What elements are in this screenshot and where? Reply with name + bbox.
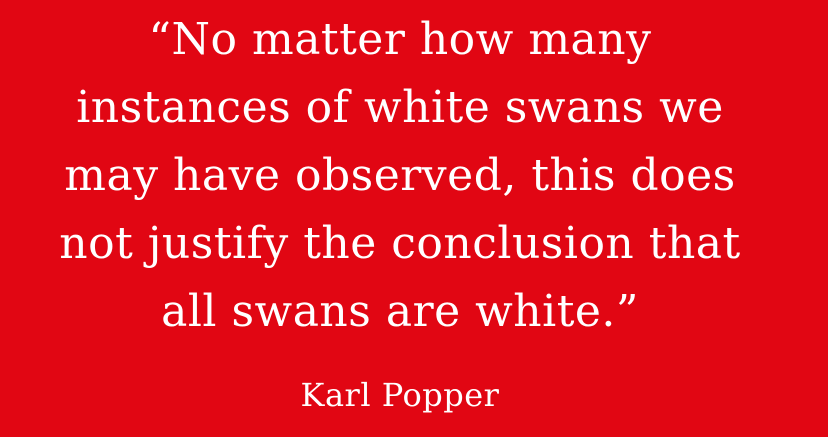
quote-line: all swans are white.” — [161, 286, 639, 337]
quote-line: not justify the conclusion that — [59, 218, 741, 269]
quote-text: “No matter how many instances of white s… — [0, 6, 800, 346]
quote-line: instances of white swans we — [76, 82, 724, 133]
quote-line: “No matter how many — [148, 14, 652, 65]
quote-line: may have observed, this does — [64, 150, 736, 201]
quote-author: Karl Popper — [300, 376, 500, 414]
